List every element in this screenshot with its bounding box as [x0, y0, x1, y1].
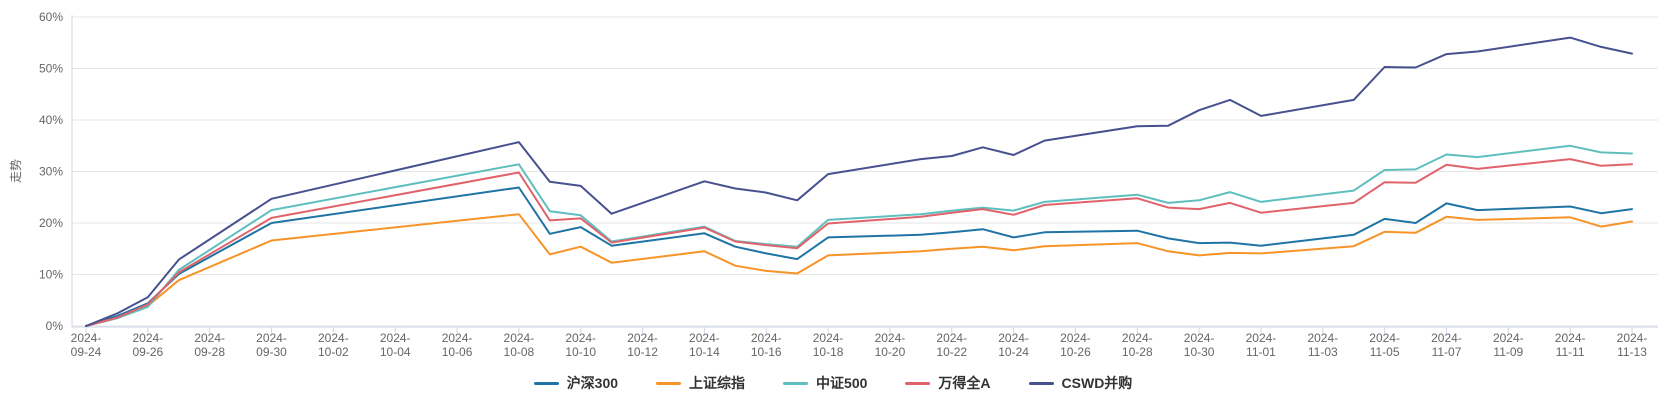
x-axis-tick-label-date: 10-22: [936, 345, 967, 359]
x-axis-tick-label-year: 2024-: [751, 331, 782, 345]
x-axis-tick-label-year: 2024-: [318, 331, 349, 345]
y-axis-tick-label: 0%: [46, 319, 64, 333]
x-axis-tick-label-year: 2024-: [256, 331, 287, 345]
legend-swatch-wdqa: [905, 381, 931, 385]
x-axis-tick-label-date: 10-20: [875, 345, 906, 359]
x-axis-tick-label-year: 2024-: [565, 331, 596, 345]
legend-swatch-cswd: [1028, 381, 1054, 385]
x-axis-tick-label-date: 10-14: [689, 345, 720, 359]
x-axis-tick-label-date: 11-07: [1432, 345, 1462, 359]
x-axis-tick-label-date: 10-06: [442, 345, 473, 359]
x-axis-tick-label-date: 11-09: [1493, 345, 1523, 359]
x-axis-tick-label-year: 2024-: [689, 331, 720, 345]
x-axis-tick-label-date: 11-05: [1370, 345, 1400, 359]
x-axis-tick-label-date: 09-26: [132, 345, 163, 359]
x-axis-tick-label-year: 2024-: [1184, 331, 1215, 345]
x-axis-tick-label-year: 2024-: [504, 331, 535, 345]
x-axis-tick-label-date: 09-30: [256, 345, 287, 359]
x-axis-tick-label-year: 2024-: [1617, 331, 1648, 345]
x-axis-tick-label-date: 09-28: [194, 345, 225, 359]
x-axis-tick-label-year: 2024-: [380, 331, 411, 345]
x-axis-tick-label-date: 10-30: [1184, 345, 1215, 359]
y-axis-tick-label: 30%: [39, 165, 63, 179]
legend-label-szzz: 上证综指: [689, 375, 746, 391]
x-axis-tick-label-year: 2024-: [998, 331, 1029, 345]
x-axis-tick-label-year: 2024-: [442, 331, 473, 345]
x-axis-tick-label-year: 2024-: [875, 331, 906, 345]
y-axis-title: 走势: [9, 159, 23, 183]
y-axis-tick-label: 50%: [39, 62, 63, 76]
legend-item-hs300[interactable]: 沪深300: [533, 373, 619, 393]
x-axis-tick-label-date: 10-18: [813, 345, 844, 359]
legend-item-zz500[interactable]: 中证500: [783, 373, 867, 393]
series-line-szzz: [85, 213, 1633, 327]
x-axis-tick-label-year: 2024-: [936, 331, 967, 345]
x-axis-tick-label-year: 2024-: [1431, 331, 1462, 345]
y-axis-tick-label: 40%: [39, 113, 63, 127]
x-axis-tick-label-year: 2024-: [1060, 331, 1091, 345]
x-axis-tick-label-year: 2024-: [132, 331, 163, 345]
x-axis-tick-label-date: 10-24: [998, 345, 1029, 359]
x-axis-tick-label-date: 11-11: [1556, 345, 1585, 359]
legend-label-zz500: 中证500: [816, 375, 868, 391]
x-axis-tick-label-year: 2024-: [627, 331, 658, 345]
series-line-wdqa: [85, 158, 1633, 327]
x-axis-tick-label-date: 10-26: [1060, 345, 1091, 359]
x-axis-tick-label-year: 2024-: [194, 331, 225, 345]
x-axis-tick-label-date: 10-02: [318, 345, 349, 359]
x-axis-tick-label-date: 10-04: [380, 345, 411, 359]
axes: 2024-09-242024-09-262024-09-282024-09-30…: [71, 15, 1658, 359]
x-axis-tick-label-year: 2024-: [1369, 331, 1400, 345]
legend-label-hs300: 沪深300: [566, 375, 619, 391]
x-axis-tick-label-year: 2024-: [1122, 331, 1153, 345]
series-line-zz500: [85, 144, 1633, 327]
x-axis-tick-label-year: 2024-: [813, 331, 844, 345]
legend-label-wdqa: 万得全A: [938, 375, 991, 391]
series-lines: [85, 36, 1633, 327]
y-axis-tick-label: 20%: [39, 216, 63, 230]
series-line-hs300: [85, 186, 1633, 327]
legend-item-szzz[interactable]: 上证综指: [656, 373, 745, 393]
x-axis-tick-label-year: 2024-: [71, 331, 102, 345]
gridlines: 0% 10% 20% 30% 40% 50% 60%: [39, 10, 1658, 333]
x-axis-tick-label-date: 10-28: [1122, 345, 1153, 359]
legend-swatch-zz500: [783, 381, 809, 385]
legend-swatch-szzz: [656, 381, 682, 385]
x-axis-tick-label-date: 10-08: [504, 345, 535, 359]
legend-item-wdqa[interactable]: 万得全A: [905, 373, 991, 393]
y-axis-tick-label: 10%: [39, 268, 63, 282]
x-axis-tick-label-date: 11-03: [1308, 345, 1338, 359]
series-line-cswd: [85, 36, 1633, 327]
x-axis-tick-label-date: 10-12: [627, 345, 658, 359]
legend-swatch-hs300: [533, 381, 559, 385]
x-axis-tick-label-year: 2024-: [1493, 331, 1524, 345]
legend-label-cswd: CSWD并购: [1061, 375, 1133, 391]
x-axis-tick-label-date: 09-24: [71, 345, 102, 359]
x-axis-tick-label-year: 2024-: [1246, 331, 1277, 345]
legend-item-cswd[interactable]: CSWD并购: [1028, 373, 1133, 393]
y-axis-tick-label: 60%: [39, 10, 63, 24]
x-axis-tick-label-date: 10-10: [565, 345, 596, 359]
x-axis-tick-label-year: 2024-: [1555, 331, 1586, 345]
x-axis-tick-label-date: 11-13: [1617, 345, 1647, 359]
x-axis-tick-label-date: 10-16: [751, 345, 782, 359]
chart-legend: 沪深300 上证综指 中证500 万得全A CSWD并购: [0, 373, 1666, 393]
x-axis-tick-label-date: 11-01: [1246, 345, 1276, 359]
x-axis-tick-label-year: 2024-: [1307, 331, 1338, 345]
